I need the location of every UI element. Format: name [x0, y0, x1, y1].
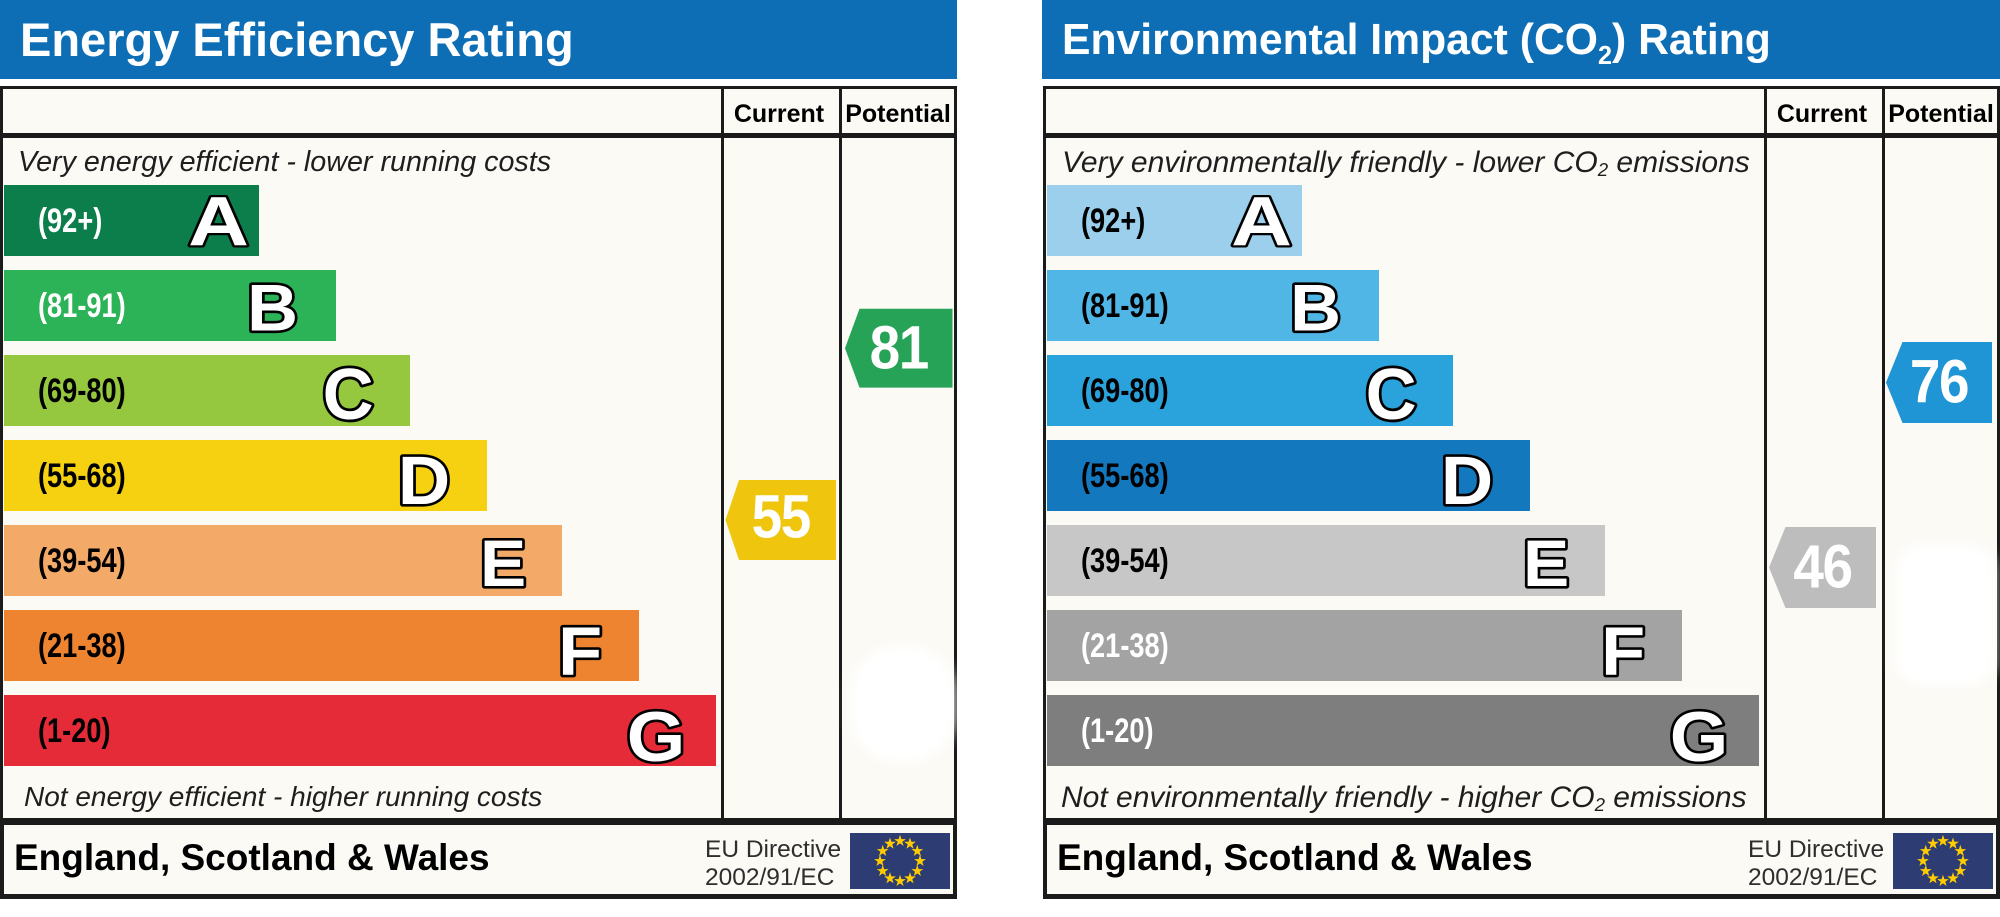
svg-text:E: E [1523, 528, 1569, 601]
svg-text:F: F [558, 612, 602, 689]
svg-text:76: 76 [1910, 348, 1969, 416]
svg-text:E: E [480, 528, 526, 601]
svg-text:46: 46 [1793, 533, 1852, 601]
svg-text:B: B [247, 272, 298, 345]
svg-text:G: G [627, 698, 686, 776]
svg-text:A: A [188, 183, 249, 261]
svg-text:C: C [323, 354, 374, 435]
svg-text:D: D [398, 441, 450, 518]
svg-text:55: 55 [752, 483, 811, 551]
svg-text:G: G [1670, 698, 1729, 776]
svg-text:A: A [1231, 183, 1292, 261]
svg-text:F: F [1601, 612, 1645, 689]
svg-text:C: C [1366, 354, 1417, 435]
svg-text:81: 81 [870, 314, 929, 382]
svg-text:B: B [1290, 272, 1341, 345]
svg-text:D: D [1441, 441, 1493, 518]
